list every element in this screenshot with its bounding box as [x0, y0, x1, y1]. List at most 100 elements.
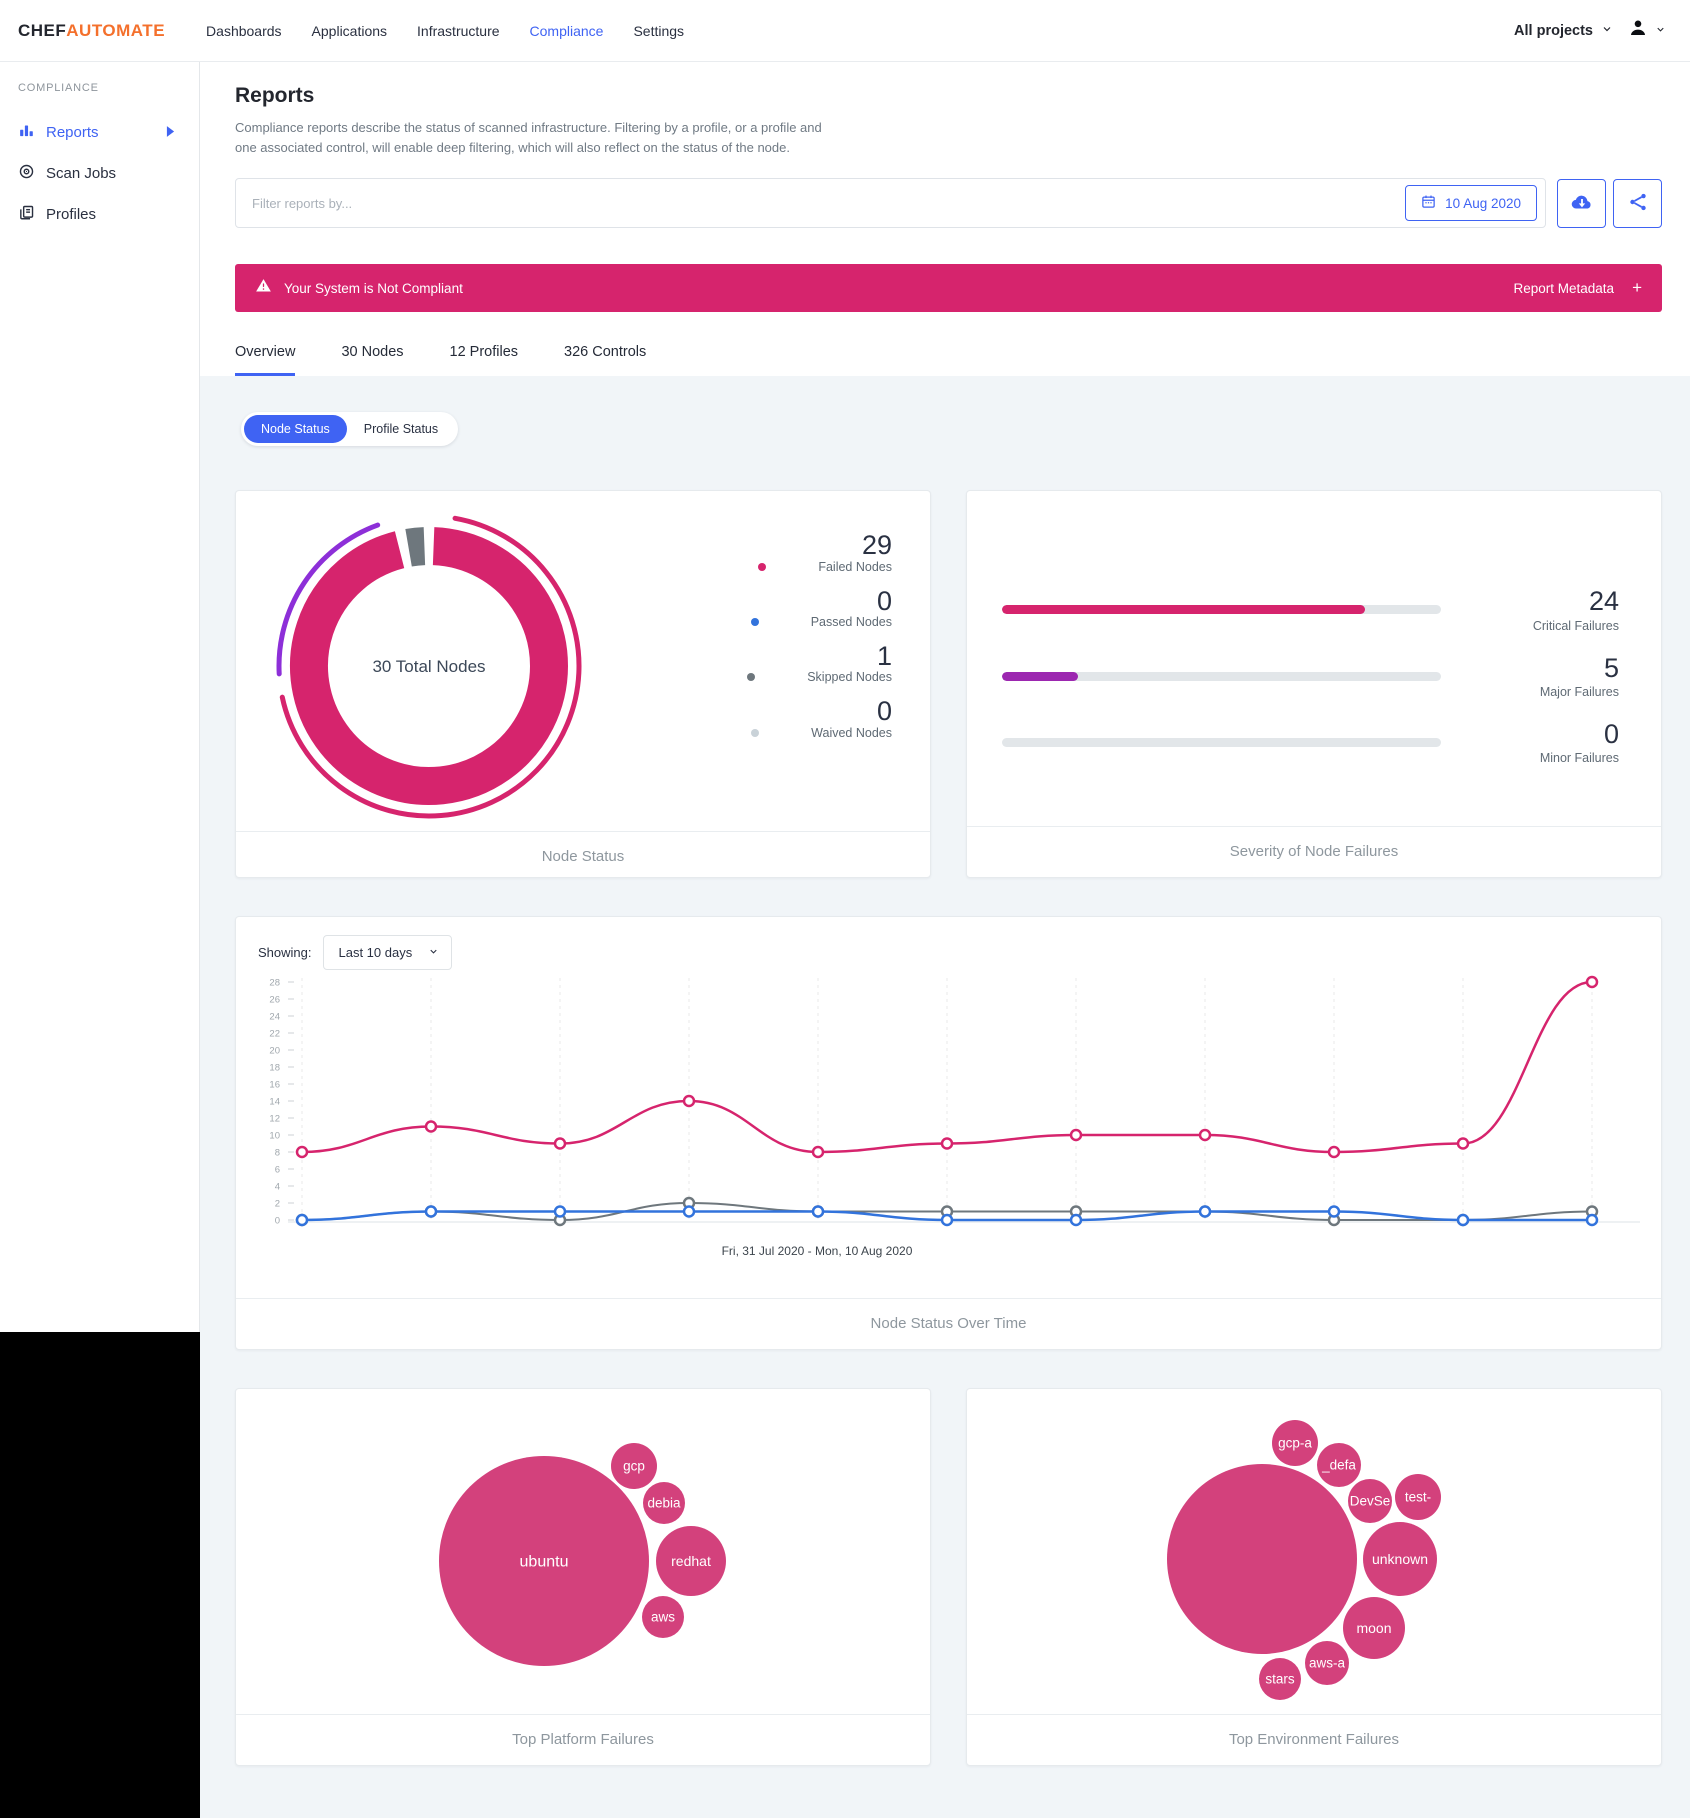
severity-card-title: Severity of Node Failures: [967, 826, 1661, 877]
tab-326-controls[interactable]: 326 Controls: [564, 344, 647, 361]
node-status-card: 30 Total Nodes 29 Failed Nodes 0 Passed Nod…: [235, 490, 931, 879]
point-failed-5: [940, 1137, 954, 1151]
bubble-aws-a[interactable]: [1305, 1641, 1349, 1686]
point-failed-6: [1069, 1129, 1083, 1142]
y-tick-label: 8: [275, 1148, 280, 1159]
top-navigation: CHEF AUTOMATE Dashboards Applications Infra…: [0, 0, 1690, 62]
sidebar-item-profiles[interactable]: Profiles: [18, 194, 199, 235]
nav-item-dashboards[interactable]: Dashboards: [206, 22, 282, 39]
sidebar-item-reports[interactable]: Reports: [18, 112, 199, 153]
node-status-card-title: Node Status: [236, 831, 930, 882]
tab-30-nodes[interactable]: 30 Nodes: [341, 344, 404, 361]
bubble-gcp-a[interactable]: [1272, 1420, 1318, 1467]
date-range-select[interactable]: Last 10 days: [323, 935, 453, 971]
bubble-moon[interactable]: [1343, 1597, 1405, 1660]
severity-bar-track: [1002, 671, 1441, 681]
filter-row: 10 Aug 2020: [235, 178, 1662, 229]
severity-value: 5: [1603, 652, 1619, 683]
bubble-ubuntu[interactable]: [439, 1456, 649, 1667]
bubble-aws[interactable]: [642, 1596, 684, 1639]
legend-value: 0: [876, 696, 892, 727]
severity-label: Minor Failures: [1539, 751, 1619, 766]
bubble-label: gcp: [623, 1459, 645, 1474]
point-failed-9: [1456, 1137, 1470, 1151]
projects-dropdown[interactable]: All projects: [1514, 23, 1613, 39]
bubble-unknown[interactable]: [1363, 1522, 1437, 1597]
y-tick-label: 26: [269, 995, 280, 1006]
severity-label: Major Failures: [1539, 684, 1619, 699]
severity-bar-fill: [1002, 671, 1078, 681]
bubble-defa[interactable]: [1317, 1443, 1361, 1488]
toggle-profile-status[interactable]: Profile Status: [363, 422, 439, 437]
nav-item-compliance[interactable]: Compliance: [529, 22, 604, 39]
bubble-devse[interactable]: [1348, 1479, 1392, 1524]
bubble-unlabeled[interactable]: [1167, 1464, 1357, 1655]
point-failed-3: [682, 1095, 696, 1108]
point-passed-4: [811, 1205, 825, 1219]
bubble-stars[interactable]: [1259, 1658, 1301, 1701]
chevron-down-icon: [1601, 23, 1613, 39]
y-tick-label: 12: [269, 1114, 280, 1125]
nav-item-infrastructure[interactable]: Infrastructure: [417, 22, 500, 39]
node-status-over-time-card: Showing: Last 10 days 0 2 4 6 8 10 12 14 16 18 20 2…: [235, 916, 1662, 1351]
sidebar-item-scan-jobs[interactable]: Scan Jobs: [18, 153, 199, 194]
bubble-gcp[interactable]: [611, 1443, 657, 1490]
nav-item-settings[interactable]: Settings: [633, 22, 685, 39]
main-nav: Dashboards Applications Infrastructure Comp…: [191, 0, 699, 62]
point-passed-8: [1327, 1205, 1341, 1219]
top-environment-failures-title: Top Environment Failures: [967, 1714, 1661, 1765]
calendar-icon: [1421, 194, 1436, 212]
point-failed-8: [1327, 1146, 1341, 1159]
bubble-label: unknown: [1372, 1551, 1428, 1567]
y-tick-label: 14: [269, 1097, 280, 1108]
download-report-button[interactable]: [1557, 178, 1606, 228]
date-picker-button[interactable]: 10 Aug 2020: [1405, 185, 1537, 222]
point-failed-4: [811, 1146, 825, 1159]
severity-meta: 0 Minor Failures: [1469, 718, 1619, 766]
severity-value: 24: [1588, 586, 1619, 617]
share-report-button[interactable]: [1613, 178, 1662, 228]
bubble-debia[interactable]: [643, 1482, 685, 1525]
bubble-test[interactable]: [1395, 1474, 1441, 1521]
sidebar-item-label: Scan Jobs: [46, 165, 117, 182]
severity-meta: 5 Major Failures: [1469, 652, 1619, 699]
donut-outer-arc-0: [279, 516, 582, 819]
legend-dot-icon: [751, 728, 760, 737]
point-passed-6: [1069, 1214, 1083, 1227]
warning-triangle-icon: [255, 277, 272, 299]
donut-outer-arc-1: [276, 522, 381, 677]
line-chart-x-label: Fri, 31 Jul 2020 - Mon, 10 Aug 2020: [721, 1244, 913, 1259]
filter-box: 10 Aug 2020: [235, 178, 1546, 229]
legend-failed-nodes: 29 Failed Nodes: [682, 531, 892, 574]
legend-label-row: Failed Nodes: [682, 560, 892, 574]
bubble-label: gcp-a: [1278, 1436, 1312, 1451]
compliance-status-banner: Your System is Not Compliant Report Meta…: [235, 264, 1662, 313]
bubble-label: _defa: [1321, 1458, 1356, 1473]
report-metadata-toggle[interactable]: Report Metadata +: [1513, 278, 1643, 298]
point-passed-2: [553, 1205, 567, 1219]
chef-automate-logo[interactable]: CHEF AUTOMATE: [18, 21, 165, 41]
point-passed-0: [295, 1214, 309, 1227]
top-platform-failures-card: ubuntu gcp debia redhat aws Top Platform Fai…: [235, 1388, 931, 1767]
legend-label: Failed Nodes: [818, 559, 892, 574]
y-tick-label: 2: [275, 1199, 280, 1210]
user-menu[interactable]: [1627, 17, 1666, 44]
filter-reports-input[interactable]: [252, 195, 1406, 211]
chevron-down-icon: [428, 945, 439, 960]
severity-value: 0: [1603, 718, 1619, 749]
y-tick-label: 28: [269, 978, 280, 989]
toggle-node-status[interactable]: Node Status: [244, 415, 347, 444]
sidebar: COMPLIANCE Reports Scan Jobs Profiles: [0, 62, 200, 1332]
logo-chef-text: CHEF: [18, 20, 67, 40]
point-failed-1: [424, 1120, 438, 1134]
y-tick-label: 4: [275, 1182, 280, 1193]
nav-item-applications[interactable]: Applications: [311, 22, 388, 39]
tab-12-profiles[interactable]: 12 Profiles: [449, 344, 519, 361]
point-failed-0: [295, 1146, 309, 1159]
bubble-redhat[interactable]: [656, 1526, 726, 1597]
summary-cards-row: 30 Total Nodes 29 Failed Nodes 0 Passed Nod…: [235, 490, 1662, 879]
plus-icon: +: [1632, 278, 1642, 298]
status-toggle-wrap: Node Status Profile Status: [235, 376, 1662, 447]
tab-overview[interactable]: Overview: [235, 344, 296, 377]
